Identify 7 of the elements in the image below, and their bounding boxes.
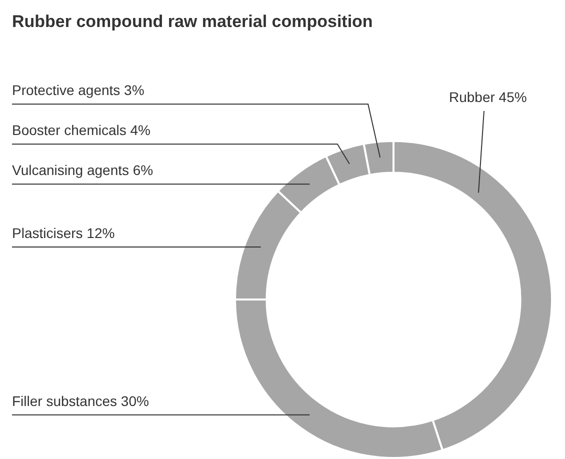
slice-label: Filler substances 30% <box>12 392 149 409</box>
slice-label: Rubber 45% <box>448 88 527 105</box>
slice-label: Plasticisers 12% <box>12 224 115 241</box>
slice-label: Protective agents 3% <box>12 82 144 98</box>
chart-title: Rubber compound raw material composition <box>12 12 373 32</box>
slice-label: Booster chemicals 4% <box>12 122 151 138</box>
slice-label: Vulcanising agents 6% <box>12 162 154 178</box>
